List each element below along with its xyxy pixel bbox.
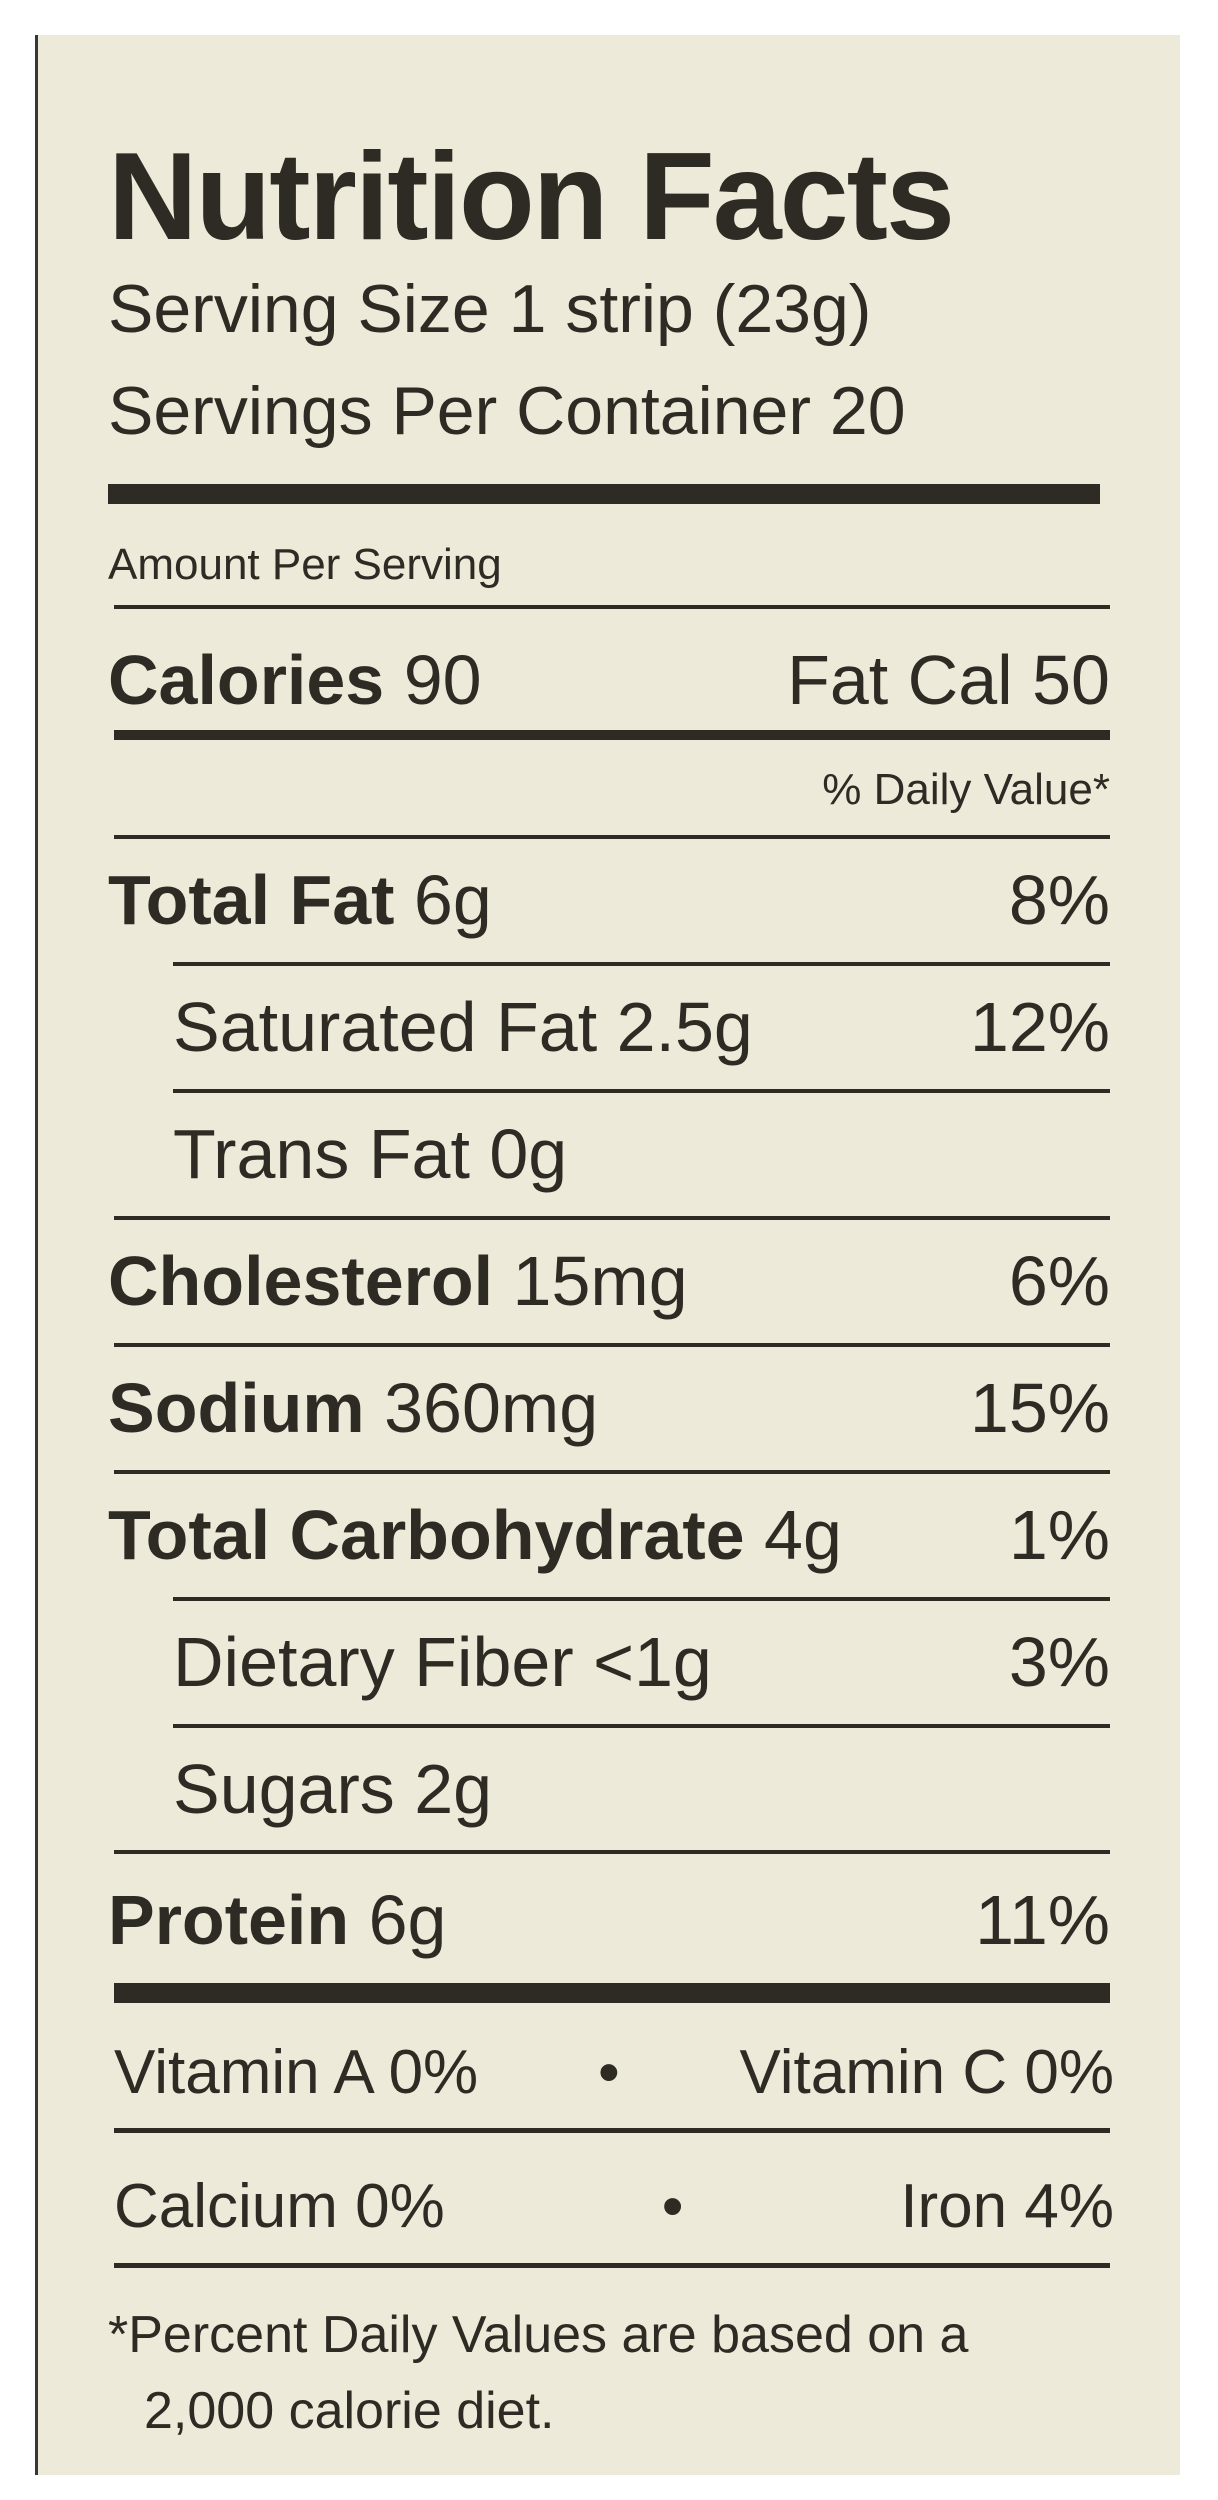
divider [173,1597,1110,1601]
divider [114,2128,1110,2133]
nutrient-row-total-carbohydrate: Total Carbohydrate 4g 1% [108,1496,1110,1574]
nutrient-row-dietary-fiber: Dietary Fiber <1g 3% [173,1623,1110,1701]
nutrient-row-trans-fat: Trans Fat 0g [173,1115,568,1193]
divider [114,835,1110,839]
divider [173,1724,1110,1728]
bullet-separator: • [661,2172,684,2241]
bullet-separator: • [598,2038,620,2107]
serving-size: Serving Size 1 strip (23g) [108,271,872,347]
mineral-row: Calcium 0% • Iron 4% [114,2157,1114,2257]
calories-row: Calories 90 Fat Cal 50 [108,630,1110,730]
nutrient-row-saturated-fat: Saturated Fat 2.5g 12% [173,988,1110,1066]
divider [114,2263,1110,2268]
calories-value: 90 [403,641,482,719]
fat-calories: Fat Cal 50 [787,641,1110,719]
daily-value-header: % Daily Value* [822,765,1110,814]
calcium: Calcium 0% [114,2172,445,2241]
thick-divider [108,484,1100,504]
label-title: Nutrition Facts [108,128,955,266]
amount-per-serving: Amount Per Serving [108,540,502,589]
divider [114,605,1110,609]
divider [114,1343,1110,1347]
medium-divider [114,730,1110,740]
iron: Iron 4% [900,2172,1114,2241]
divider [173,962,1110,966]
vitamin-a: Vitamin A 0% [114,2038,479,2107]
footnote-line-1: *Percent Daily Values are based on a [108,2306,969,2364]
nutrition-label: Nutrition Facts Serving Size 1 strip (23… [35,35,1180,2475]
divider [173,1089,1110,1093]
nutrient-row-sodium: Sodium 360mg 15% [108,1369,1110,1447]
vitamin-c: Vitamin C 0% [739,2038,1114,2107]
nutrient-row-cholesterol: Cholesterol 15mg 6% [108,1242,1110,1320]
divider [114,1470,1110,1474]
calories-label: Calories [108,641,385,719]
vitamin-row: Vitamin A 0% • Vitamin C 0% [114,2023,1114,2123]
divider [114,1216,1110,1220]
divider [114,1850,1110,1854]
nutrient-row-sugars: Sugars 2g [173,1750,493,1828]
footnote: *Percent Daily Values are based on a 2,0… [108,2297,968,2449]
nutrient-row-total-fat: Total Fat 6g 8% [108,861,1110,939]
nutrient-row-protein: Protein 6g 11% [108,1881,1110,1959]
footnote-line-2: 2,000 calorie diet. [144,2382,555,2440]
servings-per-container: Servings Per Container 20 [108,373,906,449]
thick-divider [114,1983,1110,2003]
